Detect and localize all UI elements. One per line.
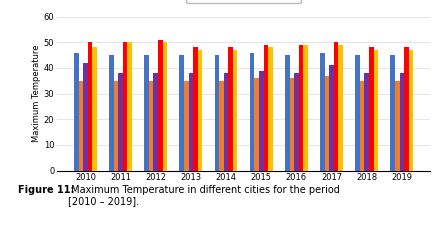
Bar <box>148 81 153 171</box>
Bar <box>153 73 158 171</box>
Bar <box>399 73 403 171</box>
Bar <box>364 73 368 171</box>
Bar <box>258 71 263 171</box>
Bar <box>184 81 188 171</box>
Bar <box>319 53 324 171</box>
Bar <box>263 45 268 171</box>
Bar <box>408 50 412 171</box>
Bar <box>254 78 258 171</box>
Legend: JUBAIL, TABUK: JUBAIL, TABUK <box>186 0 300 3</box>
Bar <box>78 81 83 171</box>
Bar <box>162 42 167 171</box>
Bar <box>233 50 237 171</box>
Bar <box>268 47 272 171</box>
Bar <box>179 55 184 171</box>
Text: Figure 11:: Figure 11: <box>18 185 74 195</box>
Bar <box>92 47 97 171</box>
Bar <box>328 65 333 171</box>
Bar <box>123 42 127 171</box>
Bar <box>158 40 162 171</box>
Bar <box>373 50 377 171</box>
Bar <box>74 53 78 171</box>
Bar <box>109 55 113 171</box>
Bar <box>389 55 394 171</box>
Bar <box>249 53 254 171</box>
Y-axis label: Maximum Temperature: Maximum Temperature <box>32 45 41 142</box>
Bar <box>188 73 193 171</box>
Bar <box>333 42 338 171</box>
Bar <box>113 81 118 171</box>
Bar <box>228 47 233 171</box>
Bar <box>354 55 359 171</box>
Bar <box>223 73 228 171</box>
Bar <box>193 47 198 171</box>
Bar <box>359 81 364 171</box>
Bar <box>289 78 293 171</box>
Bar <box>368 47 373 171</box>
Bar <box>144 55 148 171</box>
Bar <box>298 45 303 171</box>
Bar <box>118 73 123 171</box>
Bar <box>219 81 223 171</box>
Bar <box>198 50 202 171</box>
Bar <box>127 42 132 171</box>
Bar <box>88 42 92 171</box>
Bar <box>394 81 399 171</box>
Text: Maximum Temperature in different cities for the period
[2010 – 2019].: Maximum Temperature in different cities … <box>68 185 339 206</box>
Bar <box>214 55 219 171</box>
Bar <box>83 63 88 171</box>
Bar <box>324 76 328 171</box>
Bar <box>284 55 289 171</box>
Bar <box>403 47 408 171</box>
Bar <box>338 45 342 171</box>
Bar <box>293 73 298 171</box>
Bar <box>303 45 307 171</box>
